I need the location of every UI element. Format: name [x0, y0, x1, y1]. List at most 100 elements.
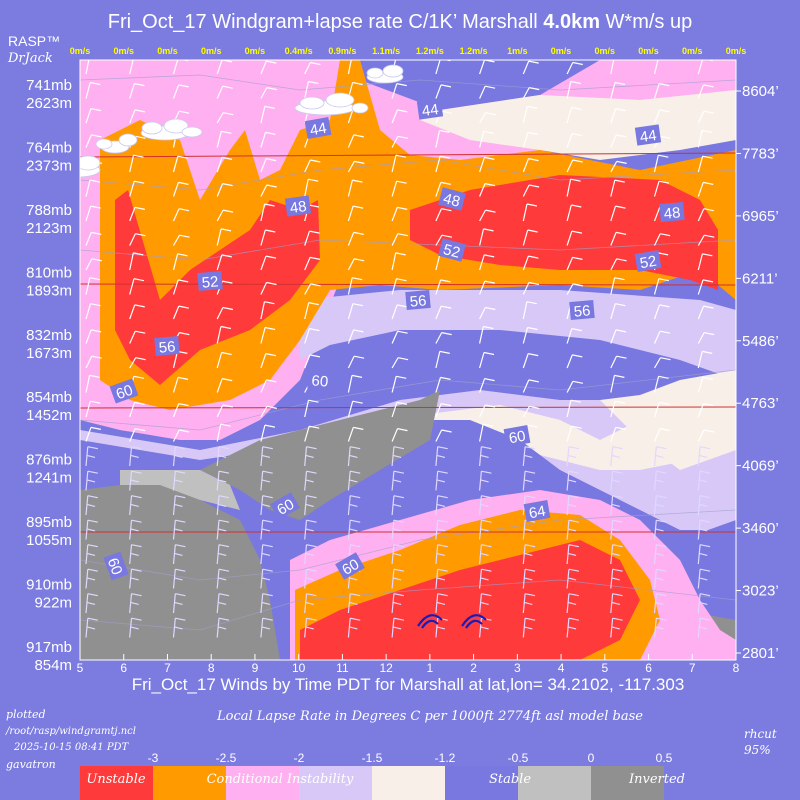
wind-barb	[85, 470, 98, 491]
wind-barb	[260, 255, 277, 271]
wind-barb	[260, 105, 275, 124]
colorbar	[80, 766, 664, 800]
wind-barb	[697, 470, 711, 491]
updraft-label: 1.2m/s	[460, 46, 488, 56]
wind-barb	[347, 400, 363, 418]
y-left-pressure-label: 764mb	[26, 139, 72, 156]
x-axis: 5 6 7 8 9 10 11 12 1 2 3 4 5 6 7 8	[77, 654, 740, 675]
thermal-icon	[461, 614, 487, 627]
wind-barb	[697, 403, 714, 418]
x-tick-label: 7	[164, 661, 171, 675]
contour-label: 60	[503, 425, 531, 447]
contour-label-box	[335, 552, 365, 580]
x-tick-label: 7	[689, 661, 696, 675]
wind-barb	[610, 568, 623, 589]
x-tick-label: 3	[514, 661, 521, 675]
wind-barb	[304, 302, 319, 320]
updraft-label: 0m/s	[638, 46, 659, 56]
wind-barb	[479, 183, 496, 197]
contour-labels: 44 44 44 48 48 48 52 52 52 56 56 56 60 60 60 60 60 60 64	[103, 98, 685, 581]
wind-barb	[479, 404, 496, 418]
wind-barb	[172, 181, 189, 197]
contour-label-box	[197, 270, 223, 292]
wind-barb	[697, 129, 713, 148]
contour-label: 60	[335, 552, 365, 580]
contour-label: 60	[270, 492, 300, 520]
wind-barb	[216, 325, 232, 344]
contour-label-box	[503, 425, 531, 447]
wind-barb	[566, 593, 580, 614]
plot-user: gavatron	[6, 758, 56, 771]
y-left-pressure-label: 910mb	[26, 577, 72, 594]
wind-barb	[172, 279, 189, 295]
thermal-icons	[417, 614, 487, 629]
wind-barb	[435, 495, 448, 516]
wind-barb	[347, 355, 365, 369]
x-axis-label: Fri_Oct_17 Winds by Time PDT for Marshal…	[132, 675, 685, 694]
wind-barb	[391, 357, 409, 369]
wind-barb	[216, 209, 234, 222]
wind-barb	[479, 306, 496, 320]
wind-barb	[304, 617, 317, 638]
updraft-label: 0m/s	[70, 46, 91, 56]
wind-barb	[522, 105, 538, 124]
wind-barb	[391, 470, 405, 491]
wind-barb	[304, 399, 319, 418]
contour-label-box	[405, 289, 431, 311]
cloud-icon	[294, 92, 369, 116]
colorbar-category-label: Conditional Instability	[207, 772, 354, 787]
wind-barb	[391, 568, 405, 589]
wind-barb	[566, 80, 581, 99]
colorbar-category-label: Unstable	[86, 772, 145, 787]
wind-barb	[479, 446, 492, 467]
updraft-labels: 0m/s 0m/s 0m/s 0m/s 0m/s 0.4m/s 0.9m/s 1.1m/s 1.…	[70, 46, 747, 56]
wind-barb	[653, 83, 670, 99]
wind-barb	[216, 593, 230, 614]
wind-barb	[697, 350, 713, 369]
y-right-height-label: 7783’	[742, 145, 779, 162]
y-right-height-label: 4763’	[742, 395, 779, 412]
contour-label-text: 44	[421, 101, 440, 120]
wind-barb	[85, 205, 101, 222]
contour-label: 44	[304, 117, 332, 139]
wind-barb	[129, 446, 142, 467]
wind-barb	[172, 519, 186, 540]
wind-barb	[653, 495, 667, 516]
plot-frame	[79, 59, 737, 661]
wind-barb	[216, 378, 233, 393]
contour-label: 48	[284, 195, 312, 217]
contour-label-text: 48	[289, 198, 308, 217]
wind-barb	[566, 256, 583, 271]
contour-label: 52	[438, 238, 466, 262]
wind-barb	[347, 160, 365, 173]
wind-barb	[697, 519, 711, 540]
colorbar-ticks: -3 -2.5 -2 -1.5 -1.2 -0.5 0 0.5	[148, 751, 673, 765]
y-right-height-label: 8604’	[742, 83, 779, 100]
updraft-label: 1m/s	[507, 46, 528, 56]
x-tick-label: 4	[558, 661, 565, 675]
wind-barb	[697, 593, 711, 614]
contour-label: 56	[154, 335, 180, 357]
wind-barb	[653, 109, 670, 124]
y-left-pressure-label: 917mb	[26, 639, 72, 656]
wind-barb	[304, 159, 321, 173]
wind-barb	[522, 446, 536, 467]
wind-barb	[522, 544, 536, 565]
wind-barb	[435, 470, 448, 491]
colorbar-tick-label: -2.5	[216, 751, 237, 765]
cloud-icon	[366, 64, 404, 84]
wind-barb	[610, 179, 625, 197]
wind-barb	[260, 424, 276, 442]
wind-barb	[304, 568, 317, 589]
wind-barb	[653, 617, 667, 638]
wind-barb	[391, 495, 405, 516]
wind-barb	[216, 130, 232, 148]
wind-barb	[304, 354, 321, 369]
wind-barb	[653, 357, 671, 369]
y-left-pressure-label: 788mb	[26, 202, 72, 219]
wind-barb	[216, 617, 230, 638]
contour-label-box	[523, 500, 551, 522]
wind-barb	[697, 305, 714, 320]
wind-barb	[653, 154, 669, 173]
